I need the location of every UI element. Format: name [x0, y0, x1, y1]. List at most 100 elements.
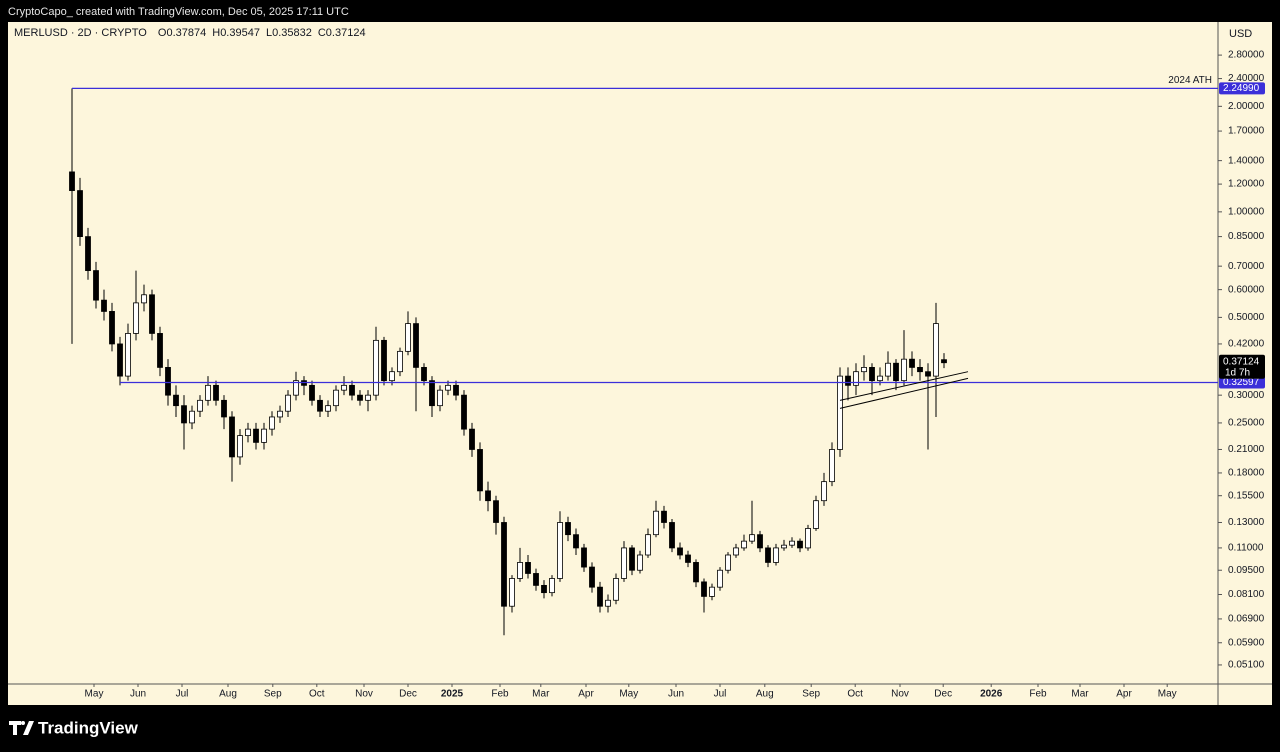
x-tick-label: May	[619, 689, 638, 700]
currency: USD	[1229, 28, 1252, 40]
x-tick-label: Jul	[714, 689, 727, 700]
countdown: 1d 7h	[1225, 367, 1250, 378]
y-tick-label: 0.05100	[1228, 660, 1265, 671]
candle-body	[757, 534, 763, 549]
candle-body	[605, 599, 611, 607]
ohlc-value: 0.37874	[166, 27, 206, 39]
candle-body	[325, 405, 331, 412]
candle-body	[941, 359, 947, 364]
candle-body	[749, 534, 755, 542]
y-tick-label: 0.30000	[1228, 390, 1265, 401]
symbol-header: MERLUSD · 2D · CRYPTO O0.37874 H0.39547 L0…	[14, 27, 366, 39]
level-tag-label: 2.24990	[1223, 83, 1260, 94]
candle-body	[461, 394, 467, 430]
candle-body	[469, 428, 475, 450]
x-tick-label: Oct	[309, 689, 325, 700]
trendline	[839, 371, 969, 401]
candle-body	[549, 578, 555, 594]
candle-body	[445, 384, 451, 391]
candle-body	[349, 384, 355, 396]
candle-body	[357, 394, 363, 401]
candle-body	[717, 569, 723, 588]
candle-body	[85, 236, 91, 271]
y-tick-label: 1.00000	[1228, 207, 1265, 218]
candle-body	[645, 534, 651, 556]
candle-body	[693, 562, 699, 583]
candle-body	[69, 171, 75, 191]
candle-body	[805, 528, 811, 549]
ohlc-key: O	[158, 27, 167, 39]
candle-body	[485, 490, 491, 502]
candle-body	[149, 294, 155, 334]
y-tick-label: 0.06900	[1228, 614, 1265, 625]
candle-body	[245, 428, 251, 437]
trendline	[839, 377, 969, 409]
last-price-tag	[1219, 354, 1265, 379]
x-tick-label: May	[1158, 689, 1177, 700]
candle-body	[269, 416, 275, 430]
x-tick-label: Jun	[130, 689, 146, 700]
x-tick-label: Aug	[756, 689, 774, 700]
candle-body	[189, 410, 195, 424]
x-tick-label: Dec	[934, 689, 952, 700]
candle-body	[293, 380, 299, 396]
ohlc-key: L	[266, 27, 272, 39]
y-tick-label: 0.25000	[1228, 418, 1265, 429]
x-tick-label: Oct	[847, 689, 863, 700]
x-tick-label: Apr	[578, 689, 594, 700]
candle-body	[317, 399, 323, 412]
level-tag	[1219, 82, 1265, 95]
symbol: MERLUSD · 2D · CRYPTO	[14, 27, 147, 39]
y-tick-label: 0.85000	[1228, 231, 1265, 242]
x-tick-label: Sep	[264, 689, 282, 700]
candle-body	[869, 367, 875, 382]
candle-body	[837, 375, 843, 450]
y-tick-label: 1.70000	[1228, 126, 1265, 137]
candle-body	[501, 522, 507, 607]
candle-body	[229, 416, 235, 458]
candle-body	[181, 405, 187, 424]
candle-body	[405, 323, 411, 352]
candle-body	[197, 399, 203, 412]
candle-body	[453, 384, 459, 396]
candle-body	[477, 449, 483, 492]
x-tick-label: Mar	[1071, 689, 1089, 700]
candle-body	[901, 358, 907, 382]
candle-body	[925, 371, 931, 377]
y-tick-label: 0.09500	[1228, 565, 1265, 576]
y-tick-label: 2.40000	[1228, 73, 1265, 84]
candle-body	[629, 547, 635, 571]
level-name: 2024 ATH	[1168, 75, 1212, 86]
y-tick-label: 2.80000	[1228, 50, 1265, 61]
candle-body	[877, 375, 883, 382]
candle-body	[261, 428, 267, 443]
candle-body	[741, 540, 747, 549]
last-price-label: 0.37124	[1223, 356, 1260, 367]
candle-body	[861, 367, 867, 373]
candle-body	[205, 384, 211, 401]
candle-body	[613, 578, 619, 601]
candle-body	[253, 428, 259, 443]
candle-body	[277, 410, 283, 418]
y-tick-label: 0.21000	[1228, 444, 1265, 455]
candle-body	[621, 547, 627, 579]
candle-body	[517, 562, 523, 579]
candle-body	[525, 562, 531, 574]
x-tick-label: 2026	[980, 689, 1003, 700]
candle-body	[701, 581, 707, 597]
candle-body	[797, 540, 803, 549]
candle-body	[109, 311, 115, 345]
candle-body	[413, 323, 419, 368]
candle-body	[933, 323, 939, 377]
candle-body	[133, 302, 139, 334]
candle-body	[157, 333, 163, 368]
candle-body	[333, 389, 339, 407]
y-tick-label: 0.18000	[1228, 468, 1265, 479]
x-tick-label: Jun	[668, 689, 684, 700]
candle-body	[389, 371, 395, 382]
candle-body	[365, 394, 371, 401]
chart-pane	[8, 22, 1272, 705]
candle-body	[429, 380, 435, 407]
brand: TradingView	[38, 718, 139, 737]
